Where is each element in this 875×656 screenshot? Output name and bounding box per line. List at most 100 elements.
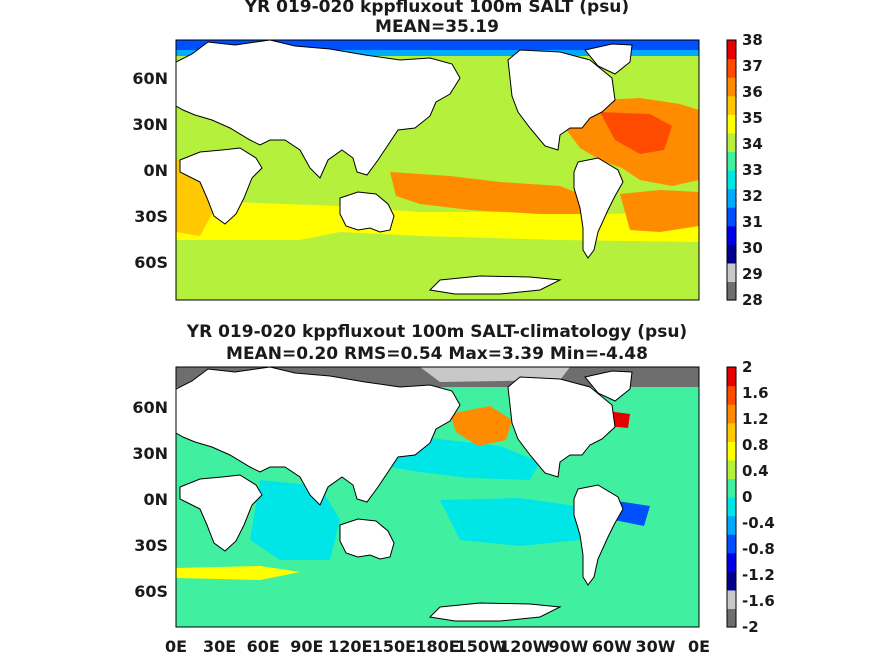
colorbar-swatch: [727, 114, 736, 134]
colorbar-frame: [726, 366, 737, 628]
colorbar-tick-label: 32: [742, 187, 763, 205]
colorbar: 38 37 36 35 34 33 32 31 30 29 28: [726, 31, 763, 309]
colorbar-tick-label: 1.6: [742, 384, 769, 402]
colorbar-tick-label: 0: [742, 488, 752, 506]
lat-tick-label: 30S: [134, 207, 168, 226]
colorbar-swatches: [727, 367, 736, 628]
colorbar-tick-labels: 2 1.6 1.2 0.8 0.4 0 -0.4 -0.8 -1.2 -1.6 …: [742, 358, 775, 636]
colorbar-swatch: [727, 404, 736, 424]
map-frame: [175, 366, 700, 628]
lat-tick-label: 30N: [132, 444, 168, 463]
lon-tick-label: 120E: [328, 637, 372, 656]
colorbar-tick-label: 35: [742, 109, 763, 127]
lon-tick-label: 90W: [548, 637, 588, 656]
colorbar-tick-label: 36: [742, 83, 763, 101]
southern-ocean-positive-band: [176, 566, 300, 580]
arctic-low-salinity: [176, 40, 699, 50]
colorbar-swatch: [727, 225, 736, 245]
colorbar-swatch: [727, 132, 736, 153]
lat-tick-label: 30S: [134, 536, 168, 555]
colorbar-tick-label: 38: [742, 31, 763, 49]
colorbar-tick-label: -1.6: [742, 592, 775, 610]
lon-tick-label: 30E: [203, 637, 236, 656]
colorbar-swatch: [727, 77, 736, 97]
colorbar-swatch: [727, 244, 736, 264]
colorbar-swatch: [727, 95, 736, 115]
colorbar-tick-label: 29: [742, 265, 763, 283]
map-title: YR 019-020 kppfluxout 100m SALT-climatol…: [186, 322, 687, 342]
map-area: [175, 39, 700, 301]
lon-tick-label: 180E: [415, 637, 459, 656]
north-pacific-positive-anomaly: [450, 406, 512, 446]
colorbar-tick-label: 33: [742, 161, 763, 179]
subtropical-south-band: [176, 200, 699, 242]
longitude-tick-labels: 0E 30E 60E 90E 120E 150E 180E 150W 120W …: [165, 637, 710, 656]
colorbar-swatch: [727, 441, 736, 461]
lon-tick-label: 0E: [688, 637, 710, 656]
colorbar-frame: [726, 39, 737, 301]
colorbar-swatch: [727, 422, 736, 442]
arctic-fresh-band: [176, 50, 699, 56]
lat-tick-label: 60N: [132, 398, 168, 417]
lat-tick-label: 60S: [134, 253, 168, 272]
colorbar-swatch: [727, 534, 736, 554]
map-title: YR 019-020 kppfluxout 100m SALT (psu): [244, 0, 629, 17]
colorbar-tick-label: -2: [742, 618, 759, 636]
colorbar-swatch: [727, 497, 736, 517]
colorbar-tick-label: 1.2: [742, 410, 769, 428]
colorbar-swatch: [727, 589, 736, 610]
latitude-tick-labels: 60N 30N 0N 30S 60S: [132, 398, 168, 601]
map-statistics-label: MEAN=0.20 RMS=0.54 Max=3.39 Min=-4.48: [226, 344, 648, 364]
lon-tick-label: 60W: [592, 637, 632, 656]
colorbar-tick-label: 28: [742, 291, 763, 309]
map-area: [175, 366, 700, 628]
colorbar-swatch: [727, 58, 736, 78]
colorbar-swatch: [727, 262, 736, 283]
colorbar-swatch: [727, 207, 736, 227]
colorbar-tick-label: 2: [742, 358, 752, 376]
colorbar-swatch: [727, 478, 736, 498]
colorbar-tick-label: 34: [742, 135, 763, 153]
colorbar-swatch: [727, 40, 736, 60]
colorbar-tick-label: 0.8: [742, 436, 769, 454]
south-pacific-high-salinity: [390, 172, 585, 214]
colorbar-tick-label: -0.4: [742, 514, 775, 532]
south-atlantic-high-salinity: [620, 190, 699, 232]
colorbar-swatch: [727, 385, 736, 405]
colorbar-swatch: [727, 459, 736, 480]
colorbar-swatch: [727, 367, 736, 387]
south-pacific-fresh-anomaly: [440, 498, 590, 546]
lon-tick-label: 60E: [247, 637, 280, 656]
colorbar-tick-label: 37: [742, 57, 763, 75]
lat-tick-label: 60N: [132, 69, 168, 88]
colorbar-tick-label: 31: [742, 213, 763, 231]
colorbar-swatch: [727, 608, 736, 628]
colorbar-swatch: [727, 188, 736, 208]
salinity-map-panel: YR 019-020 kppfluxout 100m SALT (psu) ME…: [132, 0, 763, 309]
map-frame: [175, 39, 700, 301]
colorbar-swatch: [727, 281, 736, 301]
colorbar: 2 1.6 1.2 0.8 0.4 0 -0.4 -0.8 -1.2 -1.6 …: [726, 358, 775, 636]
lat-tick-label: 30N: [132, 115, 168, 134]
lon-tick-label: 0E: [165, 637, 187, 656]
lat-tick-label: 0N: [143, 490, 168, 509]
colorbar-swatch: [727, 552, 736, 572]
colorbar-swatch: [727, 170, 736, 190]
map-mean-label: MEAN=35.19: [375, 17, 499, 37]
colorbar-swatch: [727, 151, 736, 171]
colorbar-swatches: [727, 40, 736, 301]
latitude-tick-labels: 60N 30N 0N 30S 60S: [132, 69, 168, 272]
colorbar-swatch: [727, 515, 736, 535]
lon-tick-label: 30W: [635, 637, 675, 656]
north-atlantic-max-salinity: [600, 112, 672, 154]
lon-tick-label: 120W: [499, 637, 550, 656]
lat-tick-label: 0N: [143, 161, 168, 180]
colorbar-tick-label: -1.2: [742, 566, 775, 584]
colorbar-tick-label: -0.8: [742, 540, 775, 558]
colorbar-tick-label: 0.4: [742, 462, 769, 480]
lon-tick-label: 150W: [456, 637, 507, 656]
colorbar-tick-label: 30: [742, 239, 763, 257]
colorbar-tick-labels: 38 37 36 35 34 33 32 31 30 29 28: [742, 31, 763, 309]
salinity-anomaly-map-panel: YR 019-020 kppfluxout 100m SALT-climatol…: [132, 322, 774, 656]
